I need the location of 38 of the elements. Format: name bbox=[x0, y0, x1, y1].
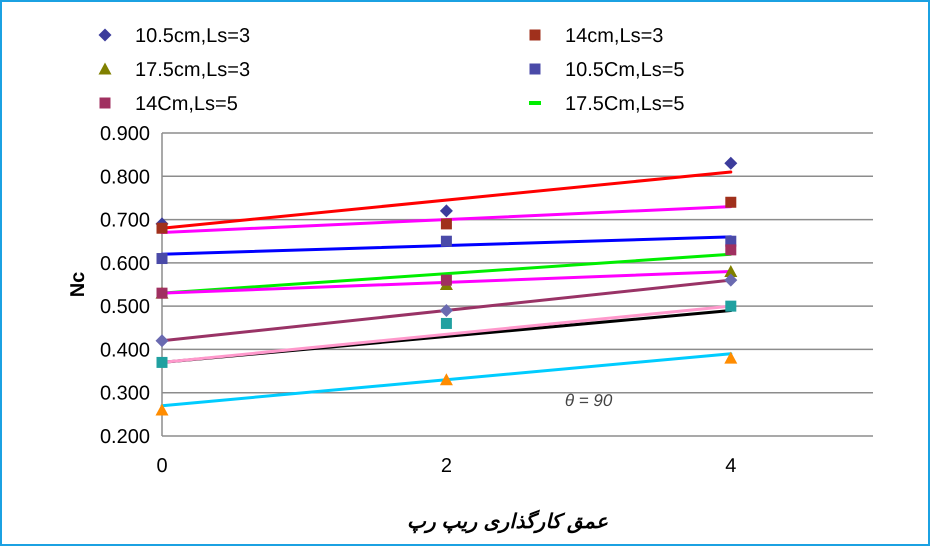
point bbox=[724, 274, 738, 287]
point bbox=[724, 156, 738, 170]
y-tick-label: 0.300 bbox=[100, 382, 150, 405]
point bbox=[724, 352, 738, 364]
point bbox=[440, 318, 452, 329]
y-tick-label: 0.500 bbox=[100, 296, 150, 318]
legend-label: 10.5Cm,Ls=5 bbox=[565, 59, 685, 81]
point bbox=[440, 236, 452, 247]
point bbox=[440, 373, 453, 386]
annotation: θ = 90 bbox=[564, 391, 613, 410]
point bbox=[440, 218, 452, 230]
legend-label: 14cm,Ls=3 bbox=[565, 25, 664, 47]
legend-label: 17.5Cm,Ls=5 bbox=[565, 93, 685, 115]
x-axis-title: عمق کارگذاری ریپ رپ bbox=[407, 509, 608, 534]
legend-label: 14Cm,Ls=5 bbox=[135, 93, 238, 115]
x-tick-label: 4 bbox=[725, 455, 736, 477]
y-tick-label: 0.900 bbox=[100, 123, 150, 145]
y-tick-label: 0.700 bbox=[100, 210, 150, 232]
point bbox=[725, 244, 736, 256]
point bbox=[156, 334, 168, 348]
y-tick-label: 0.800 bbox=[100, 166, 150, 188]
x-tick-label: 2 bbox=[440, 455, 452, 477]
point bbox=[156, 222, 168, 234]
y-tick-label: 0.600 bbox=[100, 252, 150, 275]
point bbox=[440, 304, 453, 317]
point bbox=[440, 274, 452, 286]
legend-label: 10.5cm,Ls=3 bbox=[135, 25, 250, 47]
point bbox=[156, 404, 168, 416]
point bbox=[725, 300, 736, 312]
y-tick-label: 0.200 bbox=[100, 426, 150, 448]
point bbox=[440, 204, 453, 218]
legend-label: 17.5cm,Ls=3 bbox=[135, 59, 250, 81]
point bbox=[156, 356, 168, 368]
y-axis-title: Nc bbox=[67, 272, 89, 298]
y-tick-label: 0.400 bbox=[100, 339, 150, 362]
point bbox=[156, 253, 168, 264]
x-tick-label: 0 bbox=[156, 455, 168, 477]
point bbox=[725, 196, 736, 208]
